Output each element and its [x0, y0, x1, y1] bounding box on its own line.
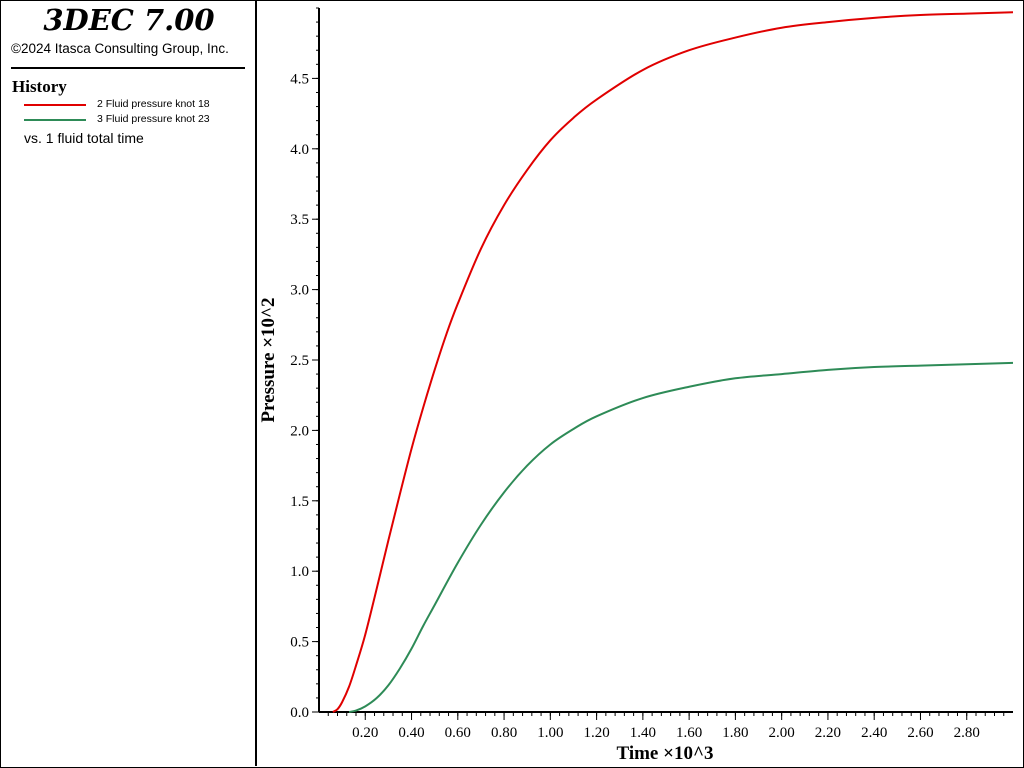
- y-tick-label: 4.5: [290, 71, 309, 87]
- x-tick-label: 0.80: [491, 725, 517, 741]
- x-tick-label: 0.40: [398, 725, 424, 741]
- legend-swatch-red: [24, 104, 86, 106]
- y-axis-title: Pressure ×10^2: [258, 297, 279, 422]
- y-tick-label: 3.0: [290, 283, 309, 299]
- y-tick-label: 0.0: [290, 705, 309, 721]
- history-chart: 0.0 0.5 1.0 1.5 2.0 2.5 3.0 3.5 4.0 4.5 0.20 0.40 0.…: [258, 7, 1014, 764]
- vs-axis-label: vs. 1 fluid total time: [24, 130, 144, 146]
- y-tick-label: 0.5: [290, 635, 309, 651]
- x-tick-label: 1.40: [630, 725, 656, 741]
- chart-series: [332, 11, 1014, 713]
- y-tick-label: 4.0: [290, 142, 309, 158]
- copyright-notice: ©2024 Itasca Consulting Group, Inc.: [11, 41, 229, 56]
- x-tick-label: 2.60: [907, 725, 933, 741]
- x-tick-label: 1.20: [583, 725, 609, 741]
- x-tick-label: 2.20: [815, 725, 841, 741]
- legend-label: 2 Fluid pressure knot 18: [97, 98, 210, 110]
- x-tick-label: 2.80: [954, 725, 980, 741]
- series-line-knot-18: [332, 11, 1014, 713]
- legend-panel: 3DEC 7.00 ©2024 Itasca Consulting Group,…: [1, 1, 257, 766]
- y-tick-label: 1.0: [290, 564, 309, 580]
- y-tick-label: 3.5: [290, 212, 309, 228]
- history-title: History: [12, 77, 67, 96]
- x-axis-title: Time ×10^3: [617, 743, 714, 764]
- x-tick-label: 1.80: [722, 725, 748, 741]
- x-tick-label: 2.00: [769, 725, 795, 741]
- y-tick-label: 2.5: [290, 353, 309, 369]
- app-title: 3DEC 7.00: [43, 3, 215, 37]
- x-tick-label: 0.60: [445, 725, 471, 741]
- x-tick-label: 1.00: [537, 725, 563, 741]
- y-tick-label: 2.0: [290, 423, 309, 439]
- legend-label: 3 Fluid pressure knot 23: [97, 113, 210, 125]
- x-tick-label: 1.60: [676, 725, 702, 741]
- x-tick-label: 0.20: [352, 725, 378, 741]
- x-tick-label: 2.40: [861, 725, 887, 741]
- y-tick-label: 1.5: [290, 494, 309, 510]
- legend-swatch-green: [24, 119, 86, 121]
- chart-axes: 0.0 0.5 1.0 1.5 2.0 2.5 3.0 3.5 4.0 4.5 0.20 0.40 0.…: [290, 7, 1013, 741]
- legend-divider: [11, 67, 245, 69]
- series-line-knot-23: [348, 361, 1014, 713]
